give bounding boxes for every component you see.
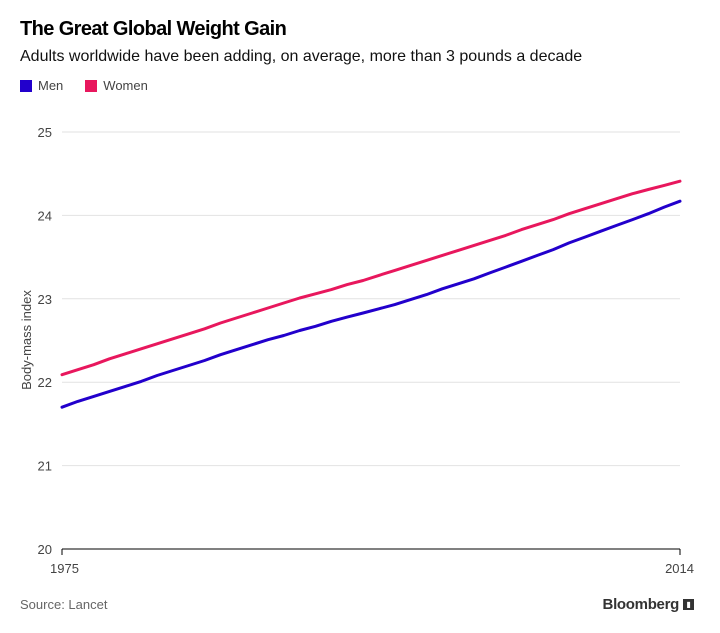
y-tick-label-23: 23 <box>38 292 52 307</box>
gridlines <box>62 131 680 467</box>
y-tick-labels: 20 21 22 23 24 25 <box>38 125 52 557</box>
legend-label-men: Men <box>38 78 64 93</box>
source-note: Source: Lancet <box>20 597 108 612</box>
chart-title: The Great Global Weight Gain <box>20 18 287 40</box>
series-line-women <box>60 179 682 377</box>
y-tick-label-25: 25 <box>38 125 52 140</box>
y-tick-label-21: 21 <box>38 459 52 474</box>
x-axis: 1975 2014 <box>50 548 694 576</box>
y-axis-label: Body-mass index <box>19 290 34 390</box>
legend-swatch-women <box>85 79 98 92</box>
y-tick-label-22: 22 <box>38 375 52 390</box>
bloomberg-terminal-icon: ▮ <box>683 599 694 610</box>
brand-logo: Bloomberg ▮ <box>603 596 694 613</box>
x-tick-label-2014: 2014 <box>665 561 694 576</box>
series-line-men <box>60 199 682 409</box>
legend-swatch-men <box>20 79 32 92</box>
legend-item-women: Women <box>85 78 148 93</box>
y-tick-label-20: 20 <box>38 542 52 557</box>
legend-label-women: Women <box>103 78 148 93</box>
brand-name: Bloomberg <box>602 596 680 613</box>
series-lines <box>60 179 682 409</box>
chart-subtitle: Adults worldwide have been adding, on av… <box>20 48 583 65</box>
x-tick-label-1975: 1975 <box>50 561 79 576</box>
legend: Men Women <box>20 78 148 93</box>
legend-item-men: Men <box>20 78 63 93</box>
y-tick-label-24: 24 <box>38 208 52 223</box>
